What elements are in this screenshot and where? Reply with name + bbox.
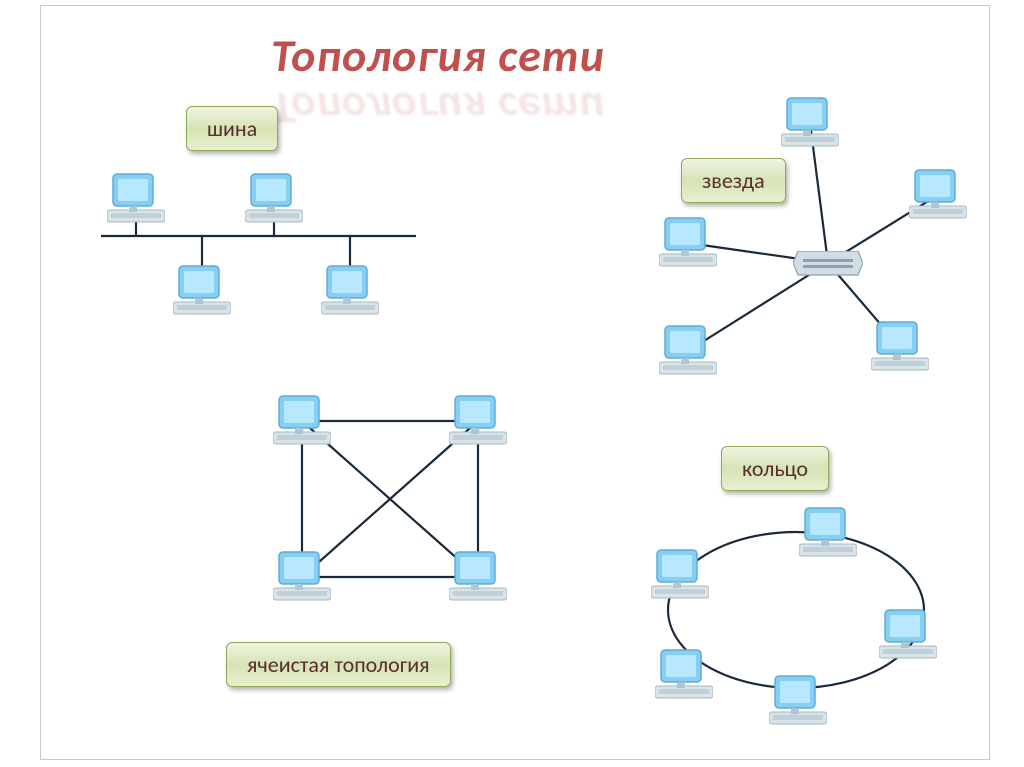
star-node-3 <box>659 322 717 380</box>
label-bus: шина <box>186 106 278 151</box>
ring-node-0 <box>651 546 709 604</box>
label-star: звезда <box>681 158 786 203</box>
mesh-node-3 <box>449 548 507 606</box>
mesh-node-2 <box>273 548 331 606</box>
hub-icon <box>793 251 863 277</box>
mesh-node-1 <box>449 392 507 450</box>
bus-node-2 <box>173 262 231 320</box>
star-node-0 <box>659 214 717 272</box>
ring-node-2 <box>879 606 937 664</box>
star-node-4 <box>871 318 929 376</box>
ring-node-3 <box>769 672 827 730</box>
mesh-node-0 <box>273 392 331 450</box>
slide-title-reflection: Топология сети <box>271 80 605 136</box>
label-ring: кольцо <box>721 446 829 491</box>
ring-node-1 <box>799 504 857 562</box>
bus-node-0 <box>107 170 165 228</box>
bus-node-1 <box>245 170 303 228</box>
star-node-2 <box>909 166 967 224</box>
star-node-1 <box>781 94 839 152</box>
ring-node-4 <box>655 646 713 704</box>
bus-node-3 <box>321 262 379 320</box>
slide-frame: Топология сети Топология сети шина звезд… <box>40 5 990 760</box>
slide-title: Топология сети <box>271 28 605 84</box>
label-mesh: ячеистая топология <box>226 642 451 687</box>
